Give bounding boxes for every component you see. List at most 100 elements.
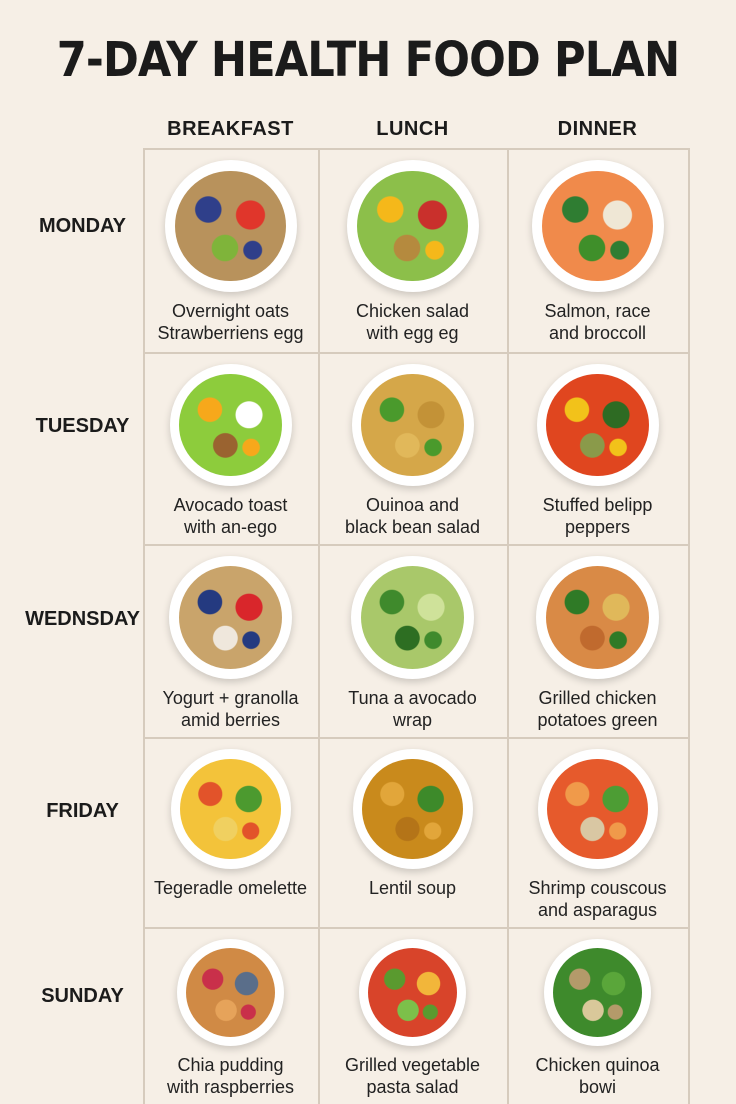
day-label: SUNDAY — [41, 985, 124, 1008]
meal-cell-lunch: Chicken salad with egg eg — [318, 148, 507, 352]
dish-caption: Ouinoa and black bean salad — [318, 494, 507, 538]
dish-image — [177, 939, 284, 1046]
column-header-dinner: DINNER — [557, 118, 638, 140]
meal-cell-dinner: Chicken quinoa bowi — [507, 927, 688, 1104]
food — [178, 565, 283, 670]
meal-cell-lunch: Lentil soup — [318, 737, 507, 927]
caption-line: and broccoll — [548, 323, 647, 343]
dish-caption: Yogurt + granolla amid berries — [143, 687, 318, 731]
meal-cell-breakfast: Tegeradle omelette — [143, 737, 318, 927]
column-header-lunch: LUNCH — [376, 118, 449, 140]
dish-caption: Avocado toast with an-ego — [143, 494, 318, 538]
dish-image — [537, 749, 658, 869]
dish-image — [164, 160, 297, 292]
caption-line: Chia pudding — [177, 1055, 284, 1075]
food — [185, 947, 276, 1038]
caption-line: Shrimp couscous — [528, 878, 667, 898]
food — [546, 373, 649, 477]
grid-divider — [143, 927, 688, 929]
caption-line: amid berries — [180, 710, 281, 730]
food — [175, 170, 286, 282]
meal-cell-dinner: Grilled chicken potatoes green — [507, 544, 688, 737]
caption-line: Stuffed belipp — [542, 495, 653, 515]
column-header-breakfast: BREAKFAST — [167, 118, 294, 140]
caption-line: potatoes green — [537, 710, 658, 730]
dish-caption: Grilled chicken potatoes green — [507, 687, 688, 731]
dish-image — [359, 939, 466, 1046]
grid-divider — [688, 148, 690, 1104]
caption-line: Salmon, race — [544, 301, 651, 321]
dish-image — [536, 364, 659, 486]
caption-line: Avocado toast — [173, 495, 288, 515]
dish-caption: Grilled vegetable pasta salad — [318, 1054, 507, 1098]
dish-caption: Tuna a avocado wrap — [318, 687, 507, 731]
dish-image — [351, 364, 474, 486]
dish-caption: Overnight oats Strawberriens egg — [143, 300, 318, 344]
grid-divider — [507, 148, 509, 1104]
dish-caption: Tegeradle omelette — [143, 877, 318, 899]
meal-cell-breakfast: Avocado toast with an-ego — [143, 352, 318, 544]
grid-divider — [143, 148, 145, 1104]
food — [545, 565, 650, 670]
dish-image — [536, 556, 659, 679]
food — [361, 373, 464, 477]
dish-caption: Chicken salad with egg eg — [318, 300, 507, 344]
caption-line: Tuna a avocado — [348, 688, 477, 708]
grid-divider — [143, 352, 688, 354]
caption-line: Yogurt + granolla — [162, 688, 299, 708]
day-label: FRIDAY — [46, 799, 119, 822]
food — [367, 947, 458, 1038]
caption-line: Grilled chicken — [538, 688, 657, 708]
grid-divider — [143, 544, 688, 546]
dish-image — [346, 160, 479, 292]
day-label: WEDNSDAY — [25, 607, 140, 630]
grid-divider — [143, 148, 688, 150]
meal-cell-lunch: Ouinoa and black bean salad — [318, 352, 507, 544]
caption-line: bowi — [578, 1077, 617, 1097]
meal-cell-dinner: Shrimp couscous and asparagus — [507, 737, 688, 927]
day-label: TUESDAY — [35, 415, 130, 438]
dish-image — [169, 364, 292, 486]
caption-line: peppers — [564, 517, 631, 537]
food — [180, 758, 281, 860]
dish-image — [169, 556, 292, 679]
caption-line: with egg eg — [366, 323, 459, 343]
caption-line: Lentil soup — [368, 878, 457, 898]
caption-line: pasta salad — [366, 1077, 459, 1097]
caption-line: Ouinoa and — [365, 495, 460, 515]
dish-caption: Chicken quinoa bowi — [507, 1054, 688, 1098]
food — [547, 758, 648, 860]
caption-line: Strawberriens egg — [157, 323, 304, 343]
dish-caption: Chia pudding with raspberries — [143, 1054, 318, 1098]
meal-cell-breakfast: Overnight oats Strawberriens egg — [143, 148, 318, 352]
meal-cell-breakfast: Yogurt + granolla amid berries — [143, 544, 318, 737]
caption-line: with raspberries — [166, 1077, 295, 1097]
dish-caption: Lentil soup — [318, 877, 507, 899]
grid-divider — [318, 148, 320, 1104]
caption-line: Tegeradle omelette — [153, 878, 308, 898]
meal-cell-lunch: Tuna a avocado wrap — [318, 544, 507, 737]
meal-cell-dinner: Salmon, race and broccoll — [507, 148, 688, 352]
food — [552, 947, 643, 1038]
caption-line: Grilled vegetable — [344, 1055, 481, 1075]
caption-line: black bean salad — [344, 517, 481, 537]
caption-line: Overnight oats — [171, 301, 290, 321]
food — [357, 170, 468, 282]
dish-image — [544, 939, 651, 1046]
dish-caption: Shrimp couscous and asparagus — [507, 877, 688, 921]
day-label: MONDAY — [38, 215, 127, 238]
dish-image — [352, 749, 473, 869]
meal-cell-lunch: Grilled vegetable pasta salad — [318, 927, 507, 1104]
food — [360, 565, 465, 670]
meal-cell-breakfast: Chia pudding with raspberries — [143, 927, 318, 1104]
dish-image — [170, 749, 291, 869]
caption-line: wrap — [392, 710, 432, 730]
food — [362, 758, 463, 860]
caption-line: Chicken quinoa — [535, 1055, 660, 1075]
food — [179, 373, 282, 477]
grid-divider — [143, 737, 688, 739]
page-title: 7-DAY HEALTH FOOD PLAN — [56, 32, 680, 88]
food — [542, 170, 653, 282]
dish-image — [531, 160, 664, 292]
dish-image — [351, 556, 474, 679]
